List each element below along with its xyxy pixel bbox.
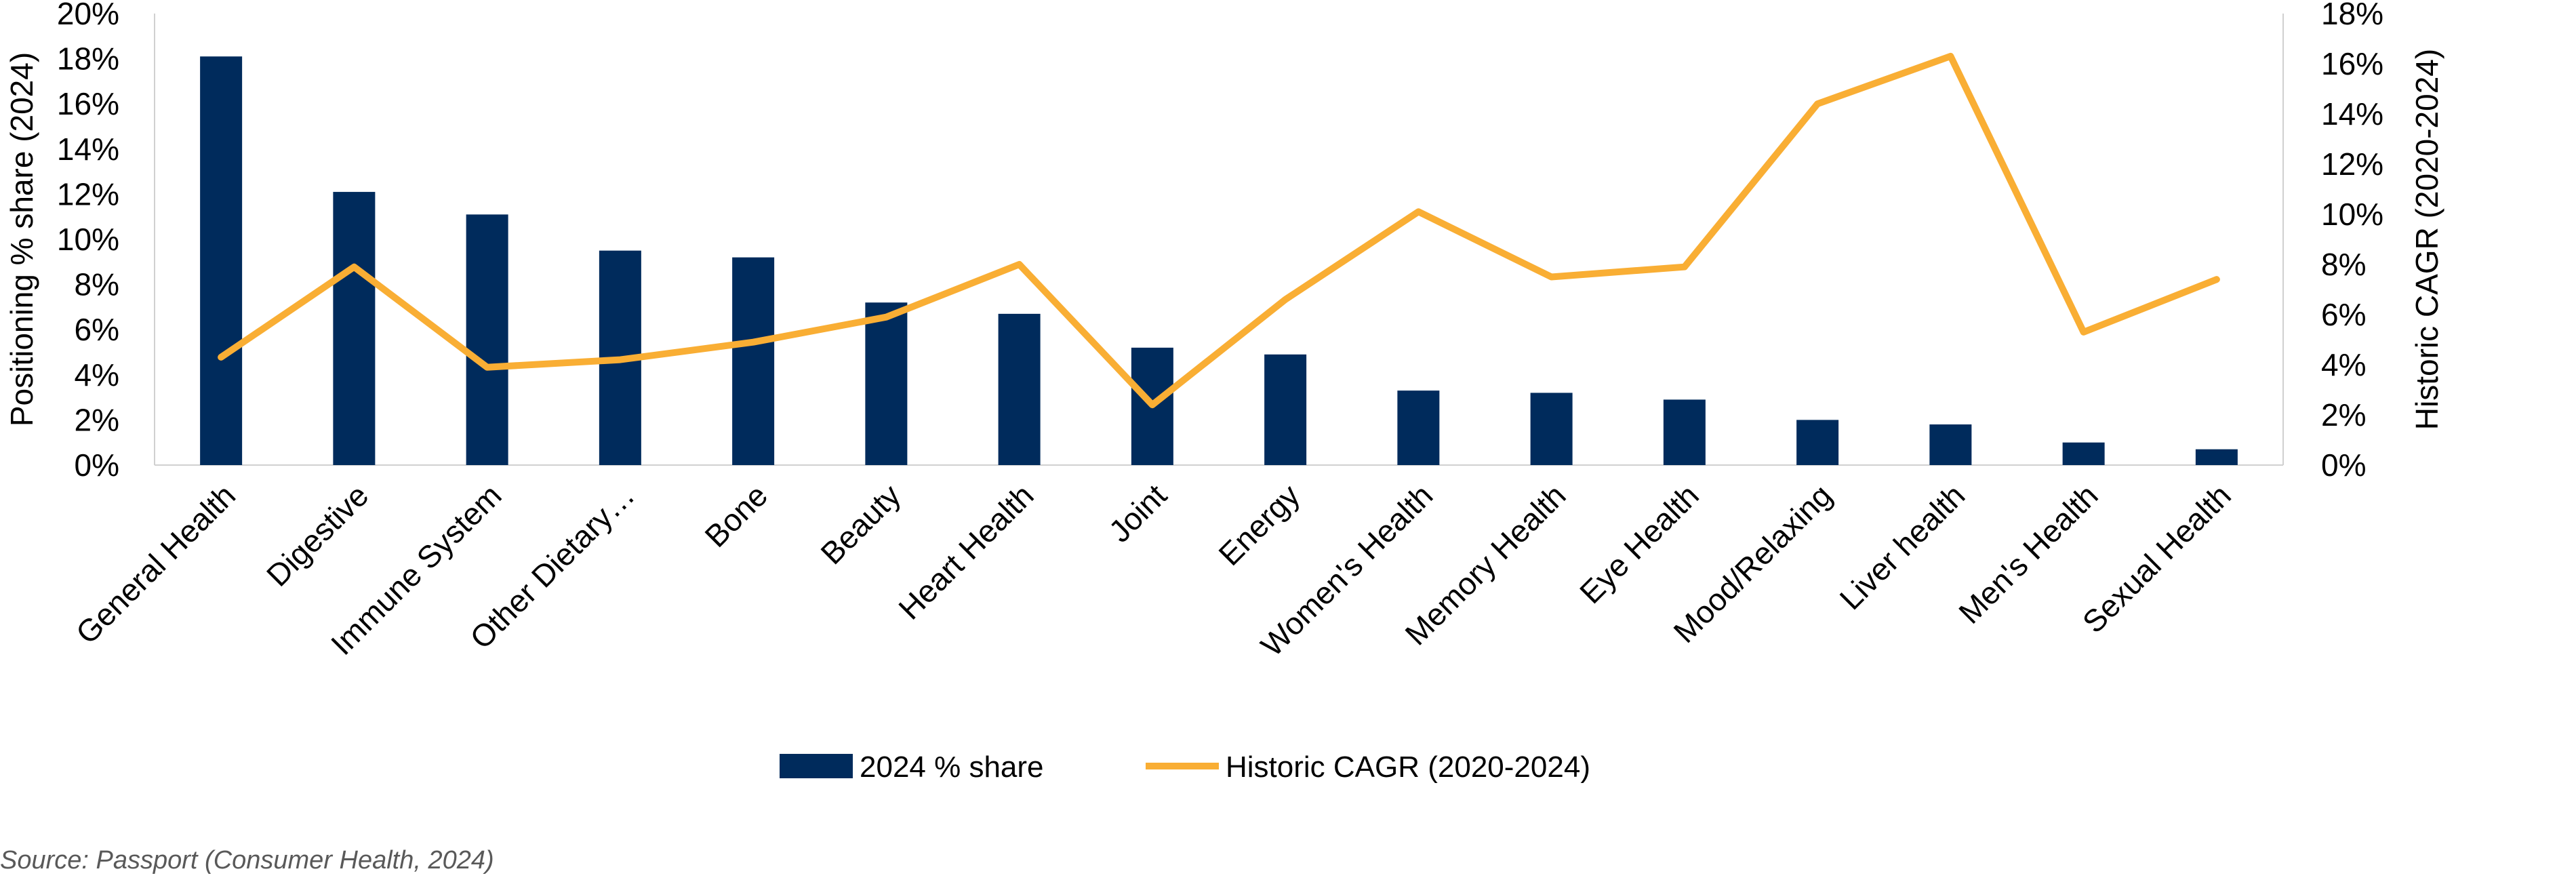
y2-tick-label: 18% <box>2321 0 2383 31</box>
y2-tick-label: 0% <box>2321 447 2366 483</box>
left-tick-labels: 0% 2% 4% 6% 8% 10% 12% 14% 16% 18% 20% <box>57 0 119 483</box>
y-tick-label: 16% <box>57 86 119 121</box>
category-label: Digestive <box>260 477 376 593</box>
category-label: Energy <box>1211 477 1306 572</box>
bar <box>998 313 1041 465</box>
category-label: Beauty <box>813 477 907 571</box>
y-tick-label: 12% <box>57 176 119 212</box>
category-label: Bone <box>698 477 774 554</box>
bar-series <box>200 56 2238 465</box>
category-label: Liver health <box>1833 477 1972 616</box>
y2-tick-label: 2% <box>2321 397 2366 433</box>
legend-bar-label: 2024 % share <box>860 750 1044 784</box>
y2-tick-label: 6% <box>2321 297 2366 332</box>
bar <box>732 257 775 465</box>
legend-line-label: Historic CAGR (2020-2024) <box>1226 750 1590 784</box>
bar <box>333 192 376 465</box>
bar <box>2062 442 2105 465</box>
bar <box>1929 424 1972 465</box>
y-tick-label: 6% <box>75 312 119 347</box>
y2-tick-label: 14% <box>2321 96 2383 132</box>
category-label: Joint <box>1102 477 1173 549</box>
y-tick-label: 18% <box>57 41 119 77</box>
bar <box>1796 420 1839 465</box>
bar <box>2195 449 2238 465</box>
y-tick-label: 14% <box>57 132 119 167</box>
bar <box>1264 354 1307 465</box>
y-tick-label: 20% <box>57 0 119 31</box>
legend-bar-swatch <box>780 754 853 778</box>
category-label: Men's Health <box>1952 477 2105 630</box>
category-label: Eye Health <box>1573 477 1706 610</box>
y2-tick-label: 10% <box>2321 197 2383 232</box>
y-tick-label: 10% <box>57 222 119 257</box>
y2-tick-label: 4% <box>2321 347 2366 382</box>
y2-tick-label: 8% <box>2321 247 2366 282</box>
right-tick-labels: 0% 2% 4% 6% 8% 10% 12% 14% 16% 18% <box>2321 0 2383 483</box>
category-label: Heart Health <box>891 477 1040 626</box>
bar <box>200 56 243 465</box>
bar <box>466 214 508 465</box>
y2-tick-label: 12% <box>2321 146 2383 182</box>
category-label: General Health <box>69 477 243 651</box>
source-note: Source: Passport (Consumer Health, 2024) <box>0 846 494 875</box>
bar <box>1530 393 1573 465</box>
y-axis-title: Positioning % share (2024) <box>4 52 39 426</box>
y-tick-label: 8% <box>75 267 119 302</box>
y2-axis-title: Historic CAGR (2020-2024) <box>2409 49 2444 430</box>
legend: 2024 % share Historic CAGR (2020-2024) <box>780 750 1590 784</box>
bar <box>1397 390 1440 465</box>
bar <box>865 302 908 465</box>
y-tick-label: 2% <box>75 402 119 437</box>
cagr-line <box>218 52 2220 409</box>
y-tick-label: 4% <box>75 357 119 393</box>
y2-tick-label: 16% <box>2321 46 2383 81</box>
bar <box>1663 399 1706 465</box>
y-tick-label: 0% <box>75 447 119 483</box>
